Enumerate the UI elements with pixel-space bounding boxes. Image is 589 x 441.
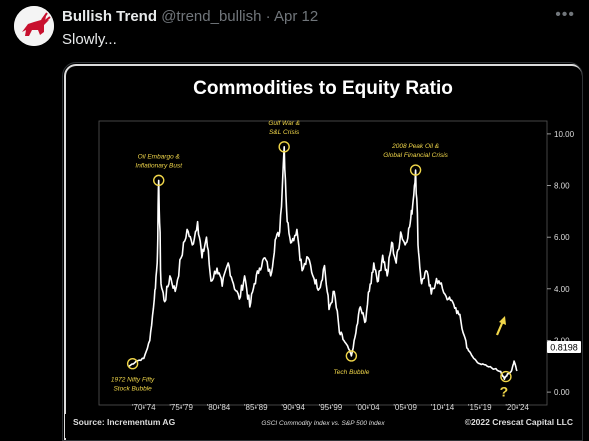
- annotation-marker: [409, 164, 422, 176]
- annotation-label-line2: Stock Bubble: [113, 386, 152, 393]
- more-icon[interactable]: •••: [555, 6, 575, 23]
- author-handle[interactable]: @trend_bullish: [161, 8, 262, 25]
- x-tick-label: '80-'84: [207, 403, 231, 412]
- tweet-date[interactable]: Apr 12: [274, 8, 319, 25]
- annotation-label-line2: Global Financial Crisis: [383, 152, 448, 159]
- chart: Commodities to Equity Ratio 10.00 8.00 6.0…: [65, 78, 581, 438]
- annotation-label-line2: Inflationary Bust: [135, 162, 183, 169]
- y-tick-label: 8.00: [554, 182, 570, 191]
- y-tick-label: 2.00: [554, 336, 570, 345]
- y-tick-label: 6.00: [554, 233, 570, 242]
- x-tick-label: '95-'99: [319, 403, 343, 412]
- x-tick-label: '10-'14: [431, 403, 455, 412]
- x-tick-label: '70-'74: [132, 403, 156, 412]
- annotations: Oil Embargo & Inflationary Bust Gulf War &…: [111, 120, 512, 400]
- current-value-badge: 0.8198: [547, 341, 581, 353]
- series-line: [128, 146, 518, 380]
- x-tick-label: '75-'79: [169, 403, 193, 412]
- current-value-label: 0.8198: [550, 343, 578, 353]
- tweet-media[interactable]: Commodities to Equity Ratio 10.00 8.00 6.0…: [62, 62, 583, 441]
- plot-area: [98, 120, 548, 406]
- source-label: Source: Incrementum AG: [73, 417, 176, 427]
- x-tick-label: '85-'89: [244, 403, 268, 412]
- annotation-label: Gulf War &: [268, 120, 300, 127]
- separator: ·: [265, 8, 271, 25]
- y-tick-label: 0.00: [554, 388, 570, 397]
- x-axis-label: GSCI Commodity Index vs. S&P 500 Index: [261, 420, 385, 427]
- annotation-marker: [278, 141, 290, 153]
- up-arrow-icon: [495, 316, 506, 336]
- tweet-header: Bullish Trend @trend_bullish · Apr 12: [62, 8, 318, 25]
- annotation-marker: [345, 350, 358, 362]
- chart-frame: [64, 64, 582, 440]
- annotation-label: 2008 Peak Oil &: [391, 143, 439, 150]
- author-name[interactable]: Bullish Trend: [62, 8, 158, 25]
- annotation-label: 1972 Nifty Fifty: [111, 377, 155, 384]
- x-tick-label: '05-'09: [393, 403, 417, 412]
- x-tick-label: '00-'04: [356, 403, 380, 412]
- bull-icon: [14, 6, 54, 46]
- annotation-label: Oil Embargo &: [138, 153, 180, 160]
- annotation-marker: [153, 174, 165, 187]
- y-axis: 10.00 8.00 6.00 4.00 2.00 0.00: [547, 130, 575, 397]
- y-tick-label: 10.00: [554, 130, 575, 139]
- annotation-label: ?: [500, 384, 509, 400]
- annotation-label-line2: S&L Crisis: [269, 129, 300, 136]
- avatar[interactable]: [14, 6, 54, 46]
- annotation-marker: [126, 357, 139, 370]
- x-tick-label: '15-'19: [468, 403, 492, 412]
- annotation-label: Tech Bubble: [333, 369, 369, 376]
- copyright-label: ©2022 Crescat Capital LLC: [465, 417, 573, 427]
- x-axis: '70-'74 '75-'79 '80-'84 '85-'89 '90-'94 '95-'…: [132, 403, 529, 412]
- annotation-marker: [500, 370, 512, 383]
- tweet-text: Slowly...: [62, 31, 117, 48]
- x-tick-label: '20-'24: [505, 403, 529, 412]
- y-tick-label: 4.00: [554, 285, 570, 294]
- x-tick-label: '90-'94: [281, 403, 305, 412]
- chart-title: Commodities to Equity Ratio: [193, 78, 453, 99]
